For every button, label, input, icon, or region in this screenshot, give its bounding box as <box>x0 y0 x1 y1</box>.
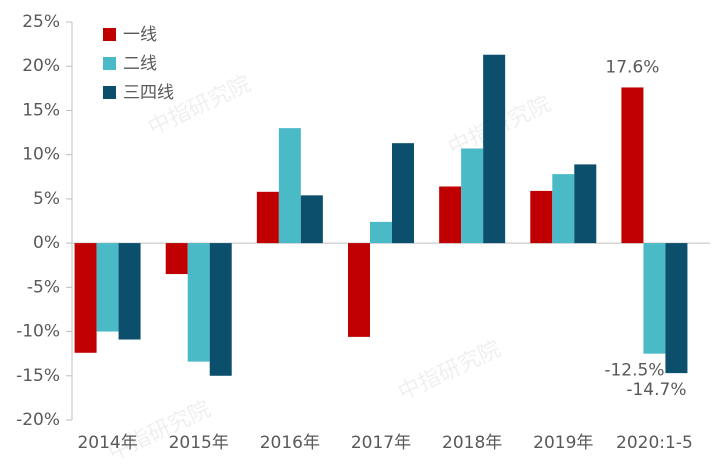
bar <box>483 54 506 244</box>
y-tick-label: -10% <box>16 322 60 342</box>
bar <box>665 243 688 374</box>
y-tick-label: 0% <box>33 233 60 253</box>
bar <box>256 191 279 244</box>
bar <box>530 190 553 244</box>
watermark: 中指研究院 <box>105 397 215 465</box>
bar <box>300 195 323 244</box>
x-tick-label: 2015年 <box>169 433 229 453</box>
legend-swatch <box>103 57 116 70</box>
y-tick-label: -20% <box>16 410 60 430</box>
data-label: 17.6% <box>605 57 659 77</box>
bar <box>118 243 141 340</box>
bar <box>96 243 119 332</box>
legend-label: 一线 <box>123 25 157 45</box>
x-tick-label: 2017年 <box>351 433 411 453</box>
bar <box>621 87 644 244</box>
x-tick-label: 2020:1-5 <box>616 433 693 453</box>
x-tick-label: 2014年 <box>77 433 137 453</box>
x-tick-label: 2016年 <box>260 433 320 453</box>
x-tick-label: 2019年 <box>533 433 593 453</box>
legend-label: 三四线 <box>123 83 174 103</box>
bar <box>165 243 188 275</box>
bar <box>643 243 666 354</box>
bar <box>439 186 462 244</box>
y-tick-label: 5% <box>33 189 60 209</box>
legend-swatch <box>103 86 116 99</box>
bar <box>278 128 301 244</box>
y-tick-label: 15% <box>22 100 60 120</box>
y-tick-label: -5% <box>27 277 60 297</box>
bar <box>574 164 597 244</box>
bar <box>370 221 392 244</box>
bar <box>552 174 575 244</box>
bar <box>74 243 97 353</box>
y-tick-label: 20% <box>22 56 60 76</box>
bar <box>392 143 414 244</box>
bar <box>461 148 484 244</box>
legend-label: 二线 <box>123 54 157 74</box>
bar <box>209 243 232 376</box>
y-tick-label: 25% <box>22 12 60 32</box>
data-label: -12.5% <box>604 361 664 381</box>
data-label: -14.7% <box>626 380 686 400</box>
y-tick-label: 10% <box>22 145 60 165</box>
legend-swatch <box>103 28 116 41</box>
bar <box>348 243 370 337</box>
bar <box>187 243 210 362</box>
y-tick-label: -15% <box>16 366 60 386</box>
watermark: 中指研究院 <box>395 337 505 406</box>
x-tick-label: 2018年 <box>442 433 502 453</box>
